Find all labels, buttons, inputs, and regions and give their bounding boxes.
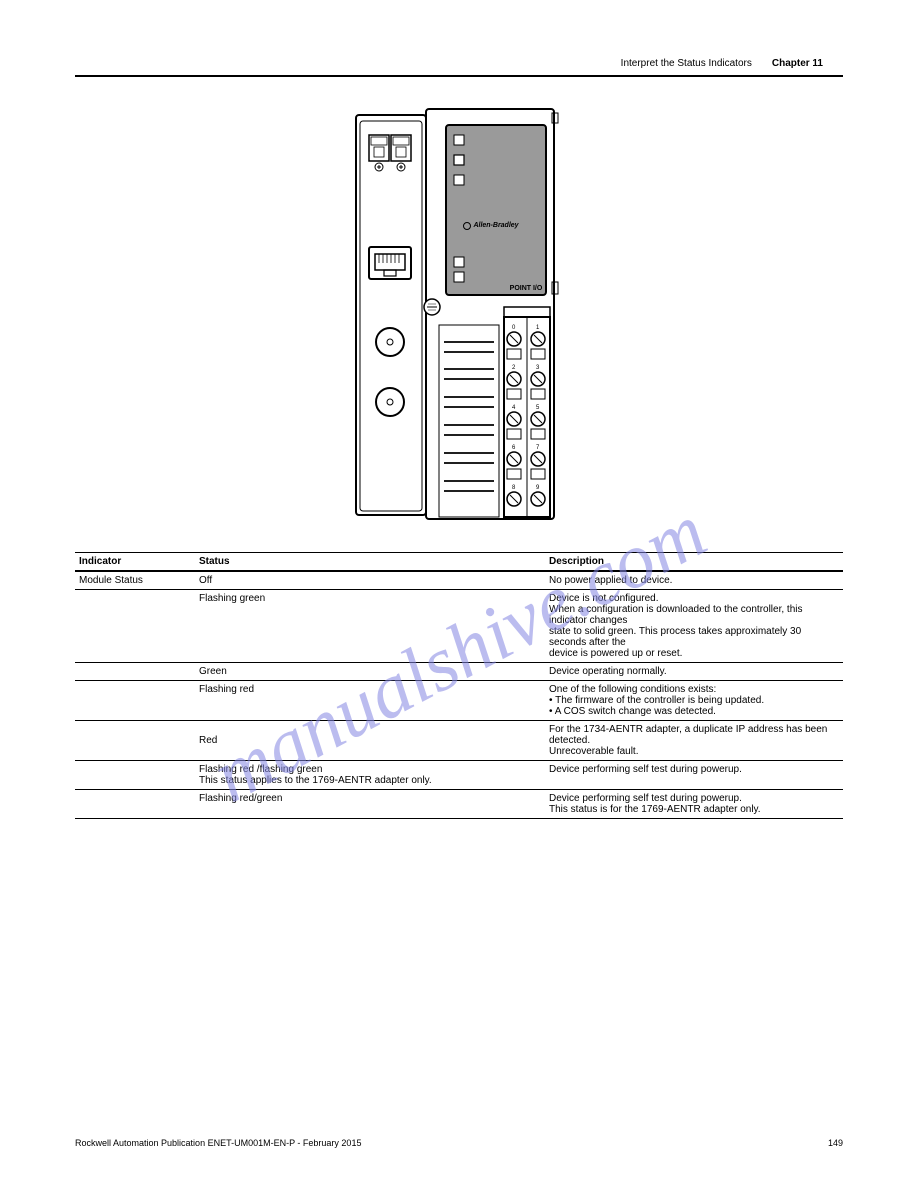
- svg-text:0: 0: [512, 325, 516, 331]
- cell-indicator: [75, 663, 195, 680]
- cell-status: Red: [195, 721, 545, 760]
- header-chapter: Chapter 11: [772, 58, 823, 69]
- cell-status: Flashing red/green: [195, 790, 545, 818]
- cell-indicator: Module Status: [75, 572, 195, 589]
- cell-indicator: [75, 681, 195, 720]
- col-header-description: Description: [545, 553, 843, 570]
- page-header: Interpret the Status Indicators Chapter …: [75, 58, 843, 69]
- table-row: Flashing red /flashing greenThis status …: [75, 761, 843, 790]
- cell-description: For the 1734-AENTR adapter, a duplicate …: [545, 721, 843, 760]
- header-left: Interpret the Status Indicators: [621, 58, 752, 69]
- svg-text:6: 6: [512, 445, 516, 451]
- cell-description: Device operating normally.: [545, 663, 843, 680]
- svg-text:7: 7: [536, 445, 540, 451]
- point-io-module-illustration: Allen-Bradley POINT I/O: [354, 107, 564, 537]
- cell-status: Flashing red: [195, 681, 545, 720]
- svg-text:POINT I/O: POINT I/O: [510, 285, 543, 292]
- svg-text:Allen-Bradley: Allen-Bradley: [472, 222, 519, 229]
- svg-text:9: 9: [536, 485, 540, 491]
- table-row: Flashing redOne of the following conditi…: [75, 681, 843, 721]
- cell-indicator: [75, 790, 195, 818]
- page-footer: Rockwell Automation Publication ENET-UM0…: [75, 1138, 843, 1148]
- cell-description: Device performing self test during power…: [545, 761, 843, 789]
- table-row: Flashing red/greenDevice performing self…: [75, 790, 843, 819]
- svg-text:3: 3: [536, 365, 540, 371]
- cell-status: Flashing green: [195, 590, 545, 662]
- table-row: GreenDevice operating normally.: [75, 663, 843, 681]
- cell-indicator: [75, 721, 195, 760]
- col-header-indicator: Indicator: [75, 553, 195, 570]
- header-rule: [75, 75, 843, 77]
- device-diagram: Allen-Bradley POINT I/O: [75, 107, 843, 537]
- table-row: RedFor the 1734-AENTR adapter, a duplica…: [75, 721, 843, 761]
- cell-status: Green: [195, 663, 545, 680]
- col-header-status: Status: [195, 553, 545, 570]
- footer-page-number: 149: [828, 1138, 843, 1148]
- svg-text:5: 5: [536, 405, 540, 411]
- cell-status: Flashing red /flashing greenThis status …: [195, 761, 545, 789]
- table-header-row: Indicator Status Description: [75, 552, 843, 571]
- cell-description: No power applied to device.: [545, 572, 843, 589]
- cell-indicator: [75, 590, 195, 662]
- table-row: Module StatusOffNo power applied to devi…: [75, 571, 843, 590]
- status-indicators-table: Indicator Status Description Module Stat…: [75, 552, 843, 819]
- footer-publication: Rockwell Automation Publication ENET-UM0…: [75, 1138, 361, 1148]
- cell-indicator: [75, 761, 195, 789]
- cell-status: Off: [195, 572, 545, 589]
- cell-description: One of the following conditions exists:•…: [545, 681, 843, 720]
- svg-text:2: 2: [512, 365, 516, 371]
- svg-text:4: 4: [512, 405, 516, 411]
- table-row: Flashing greenDevice is not configured.W…: [75, 590, 843, 663]
- cell-description: Device performing self test during power…: [545, 790, 843, 818]
- cell-description: Device is not configured.When a configur…: [545, 590, 843, 662]
- svg-text:1: 1: [536, 325, 540, 331]
- svg-text:8: 8: [512, 485, 516, 491]
